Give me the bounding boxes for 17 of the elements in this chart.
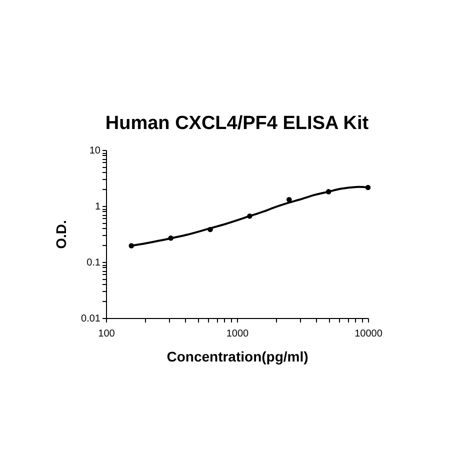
point — [168, 235, 174, 241]
x-tick-label: 100 — [98, 328, 116, 340]
x-axis-title: Concentration(pg/ml) — [166, 348, 308, 364]
point — [326, 189, 332, 194]
point — [286, 196, 292, 202]
point — [247, 213, 252, 219]
point — [128, 243, 134, 248]
point — [208, 226, 213, 232]
y-tick-label: 0.01 — [81, 314, 101, 324]
y-axis-title: O.D. — [53, 220, 70, 249]
x-tick-label: 10000 — [354, 328, 383, 340]
point — [365, 184, 371, 190]
chart-title: Human CXCL4/PF4 ELISA Kit — [105, 113, 370, 134]
x-tick-label: 1000 — [226, 328, 250, 340]
y-tick-label: 10 — [89, 146, 101, 156]
y-tick-label: 1 — [94, 202, 101, 212]
y-tick-label: 0.1 — [86, 258, 101, 268]
